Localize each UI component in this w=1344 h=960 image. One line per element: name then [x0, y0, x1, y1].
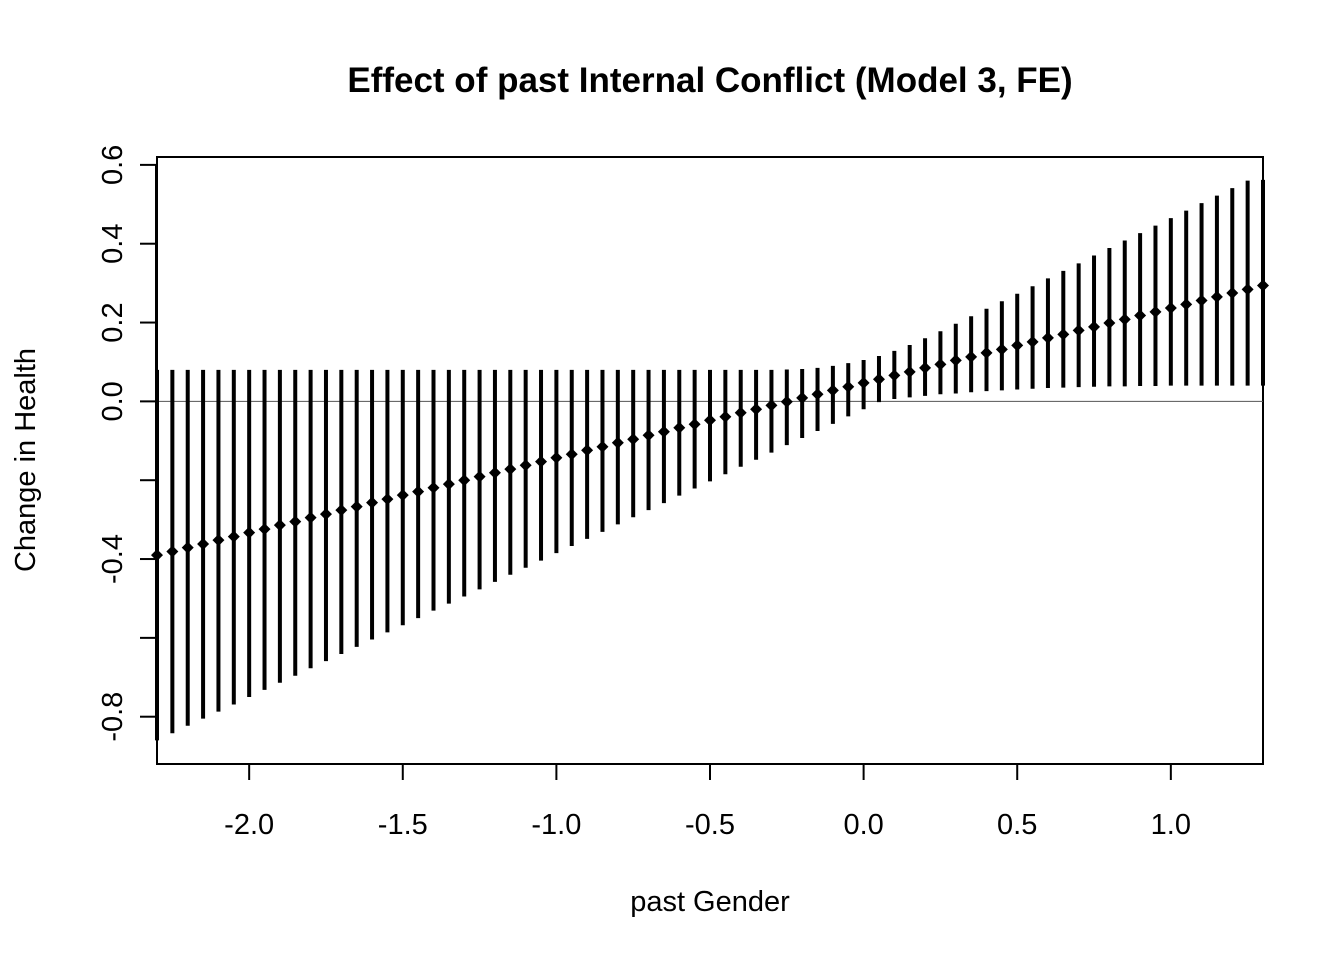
point-estimate [366, 496, 379, 509]
point-estimate [1180, 298, 1193, 311]
point-estimate [1026, 335, 1039, 348]
point-estimate [719, 410, 732, 423]
x-axis-label: past Gender [630, 886, 790, 918]
point-estimate [1011, 339, 1024, 352]
y-tick-label: 0.4 [97, 224, 129, 264]
y-axis: -0.8 -0.4 0.0 0.2 0.4 0.6 [97, 145, 157, 742]
point-estimate [550, 451, 563, 464]
confidence-intervals [155, 179, 1265, 741]
point-estimate [581, 444, 594, 457]
point-estimate [519, 459, 532, 472]
point-estimate [1118, 313, 1131, 326]
point-estimate [1226, 286, 1239, 299]
point-estimate [166, 545, 179, 558]
y-tick-label: 0.6 [97, 145, 129, 185]
point-estimate [1072, 324, 1085, 337]
point-estimate [657, 425, 670, 438]
point-estimate [227, 530, 240, 543]
point-estimate [842, 380, 855, 393]
x-tick-label: -1.5 [378, 809, 428, 841]
point-estimate [903, 365, 916, 378]
point-estimate [1241, 283, 1254, 296]
y-tick-label: 0.0 [97, 381, 129, 421]
point-estimate [627, 433, 640, 446]
point-estimate [488, 466, 501, 479]
point-estimate [704, 414, 716, 427]
point-estimate [872, 373, 885, 386]
x-tick-label: 0.0 [843, 809, 883, 841]
point-estimate [335, 504, 348, 517]
point-estimate [780, 395, 793, 408]
point-estimate [212, 534, 225, 547]
x-tick-label: -2.0 [224, 809, 274, 841]
point-estimate [1041, 331, 1054, 344]
point-estimate [181, 541, 194, 554]
point-estimate [1164, 301, 1177, 314]
point-estimate [1257, 279, 1269, 292]
chart-title: Effect of past Internal Conflict (Model … [347, 61, 1072, 100]
point-estimate [1057, 328, 1070, 341]
point-estimate [473, 470, 486, 483]
point-estimate [734, 406, 747, 419]
point-estimate [1103, 316, 1116, 329]
point-estimate [596, 440, 609, 453]
point-estimate [1149, 305, 1162, 318]
point-estimate [611, 436, 624, 449]
point-estimate [243, 526, 256, 539]
point-estimate [151, 549, 163, 562]
point-estimate [427, 481, 440, 494]
point-estimate [688, 418, 701, 431]
point-estimate [319, 508, 332, 521]
point-estimate [396, 489, 409, 502]
point-estimate [350, 500, 363, 513]
point-estimate [412, 485, 425, 498]
point-estimate [442, 478, 455, 491]
point-estimate [642, 429, 655, 442]
point-estimate [289, 515, 302, 528]
point-estimate [197, 538, 210, 551]
point-estimate [458, 474, 471, 487]
point-estimate [980, 346, 993, 359]
y-tick-label: -0.4 [97, 534, 129, 584]
point-estimate [826, 384, 839, 397]
point-estimate [1088, 320, 1101, 333]
point-estimate [888, 369, 901, 382]
x-tick-label: -0.5 [685, 809, 735, 841]
y-axis-label: Change in Health [10, 348, 42, 572]
point-estimate [934, 358, 947, 371]
x-axis: -2.0 -1.5 -1.0 -0.5 0.0 0.5 1.0 [224, 763, 1191, 841]
x-tick-label: -1.0 [531, 809, 581, 841]
point-estimate [565, 448, 578, 461]
point-estimate [273, 519, 286, 532]
point-estimate [258, 523, 271, 536]
point-estimate [750, 403, 763, 416]
x-tick-label: 1.0 [1151, 809, 1191, 841]
point-estimate [1134, 309, 1147, 322]
point-estimate [1195, 294, 1208, 307]
point-estimate [535, 455, 548, 468]
point-estimate [765, 399, 778, 412]
point-estimate [919, 361, 932, 374]
point-estimate [1210, 290, 1223, 303]
y-tick-label: -0.8 [97, 692, 129, 742]
y-tick-label: 0.2 [97, 302, 129, 342]
point-estimate [504, 463, 517, 476]
x-tick-label: 0.5 [997, 809, 1037, 841]
point-estimate [673, 421, 686, 434]
point-estimate [796, 391, 809, 404]
point-estimate [995, 343, 1008, 356]
point-estimate [304, 511, 317, 524]
point-estimate [381, 493, 394, 506]
point-estimate [949, 354, 962, 367]
point-estimate [857, 376, 870, 389]
point-estimate [811, 388, 824, 401]
point-estimates [151, 279, 1269, 562]
point-estimate [965, 350, 978, 363]
